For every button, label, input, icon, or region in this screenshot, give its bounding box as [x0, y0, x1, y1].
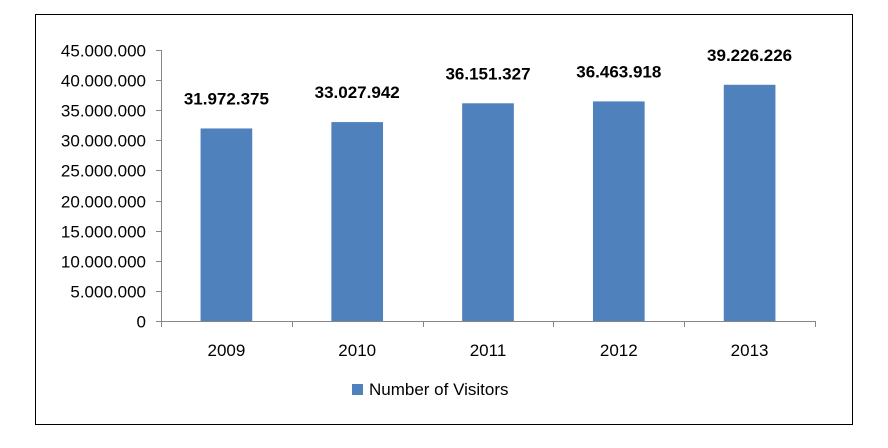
data-label-2009: 31.972.375 — [184, 89, 269, 108]
data-label-2012: 36.463.918 — [576, 62, 661, 81]
bar-2009 — [200, 128, 253, 321]
bar-2011 — [462, 103, 514, 322]
bar-series — [200, 84, 776, 322]
data-label-2013: 39.226.226 — [707, 46, 792, 65]
x-tick-label: 2011 — [470, 341, 507, 360]
data-labels: 31.972.375 33.027.942 36.151.327 36.463.918… — [184, 46, 792, 109]
y-tick-label: 15.000.000 — [61, 223, 146, 242]
y-tick-label: 20.000.000 — [61, 193, 146, 212]
legend-label: Number of Visitors — [369, 380, 509, 399]
x-tick-label: 2009 — [207, 341, 245, 360]
x-tick-label: 2010 — [338, 341, 376, 360]
bar-2010 — [331, 122, 384, 322]
y-tick-label: 10.000.000 — [61, 253, 146, 272]
y-tick-label: 30.000.000 — [61, 132, 146, 151]
bar-2012 — [592, 101, 645, 321]
x-tick-label: 2013 — [731, 341, 769, 360]
x-axis: 2009 2010 2011 2012 2013 — [161, 321, 816, 360]
legend-swatch — [352, 384, 363, 395]
y-tick-label: 0 — [137, 313, 146, 332]
y-tick-label: 40.000.000 — [61, 72, 146, 91]
y-tick-label: 45.000.000 — [61, 42, 146, 61]
x-tick-label: 2012 — [600, 341, 638, 360]
data-label-2011: 36.151.327 — [445, 64, 530, 83]
y-tick-label: 25.000.000 — [61, 162, 146, 181]
chart-border — [35, 14, 853, 425]
y-tick-label: 5.000.000 — [70, 283, 146, 302]
y-axis: 0 5.000.000 10.000.000 15.000.000 20.000.000… — [61, 42, 162, 332]
data-label-2010: 33.027.942 — [315, 83, 400, 102]
legend: Number of Visitors — [352, 380, 509, 399]
bar-2013 — [723, 84, 776, 321]
y-tick-label: 35.000.000 — [61, 102, 146, 121]
